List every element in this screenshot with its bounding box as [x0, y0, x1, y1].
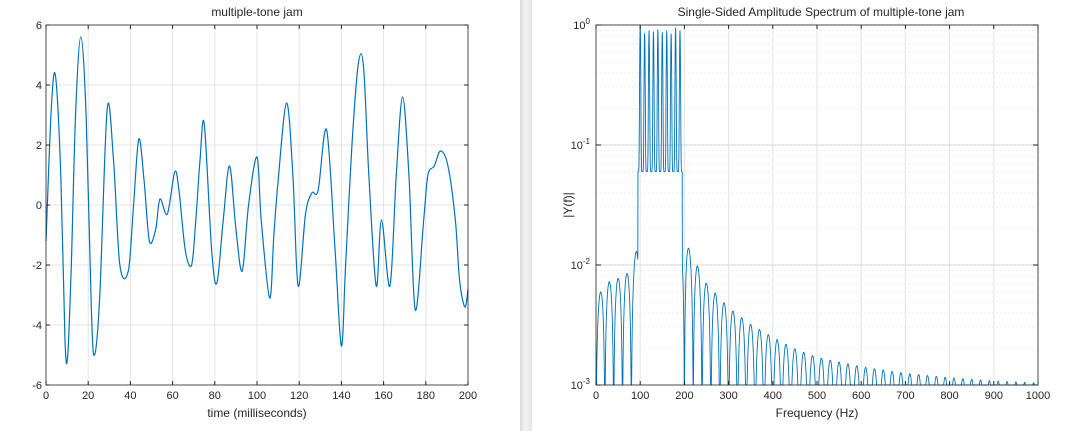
x-tick-label: 200: [459, 390, 477, 402]
x-tick-label: 600: [852, 390, 870, 402]
spectrum-chart: Single-Sided Amplitude Spectrum of multi…: [561, 5, 1050, 420]
x-tick-label: 60: [166, 390, 178, 402]
x-tick-label: 100: [631, 390, 649, 402]
x-axis-label: Frequency (Hz): [776, 406, 859, 420]
x-tick-label: 500: [808, 390, 826, 402]
x-tick-label: 700: [896, 390, 914, 402]
x-tick-label: 100: [248, 390, 266, 402]
x-tick-label: 1000: [1026, 390, 1050, 402]
x-tick-label: 0: [593, 390, 599, 402]
x-tick-label: 900: [985, 390, 1003, 402]
series-line: [45, 36, 469, 365]
y-tick-label: -6: [32, 380, 42, 392]
x-tick-label: 300: [719, 390, 737, 402]
x-tick-label: 20: [82, 390, 94, 402]
x-tick-label: 400: [764, 390, 782, 402]
chart-title: multiple-tone jam: [211, 5, 302, 19]
y-tick-label: -2: [32, 260, 42, 272]
x-tick-label: 40: [124, 390, 136, 402]
time-domain-figure: multiple-tone jam 0 20 40 60 80 100 120 140 160 18…: [0, 0, 520, 431]
x-tick-label: 160: [374, 390, 392, 402]
x-tick-label: 200: [675, 390, 693, 402]
x-tick-label: 80: [209, 390, 221, 402]
x-tick-label: 120: [290, 390, 308, 402]
chart-title: Single-Sided Amplitude Spectrum of multi…: [678, 5, 965, 19]
y-tick-label: 4: [36, 80, 42, 92]
x-tick-label: 140: [332, 390, 350, 402]
y-tick-label: 2: [36, 140, 42, 152]
y-tick-label: 0: [36, 200, 42, 212]
x-tick-label: 800: [940, 390, 958, 402]
x-axis-label: time (milliseconds): [207, 406, 306, 420]
y-tick-label: 10-2: [571, 257, 591, 272]
y-tick-label: 10-3: [571, 377, 591, 392]
y-tick-label: 10-1: [571, 137, 591, 152]
x-tick-label: 180: [417, 390, 435, 402]
y-tick-label: -4: [32, 320, 42, 332]
spectrum-figure: Single-Sided Amplitude Spectrum of multi…: [532, 0, 1080, 431]
y-tick-label: 100: [573, 17, 590, 32]
y-tick-label: 6: [36, 20, 42, 32]
window-divider: [520, 0, 532, 431]
x-tick-label: 0: [43, 390, 49, 402]
y-axis-label: |Y(f)|: [561, 192, 575, 218]
